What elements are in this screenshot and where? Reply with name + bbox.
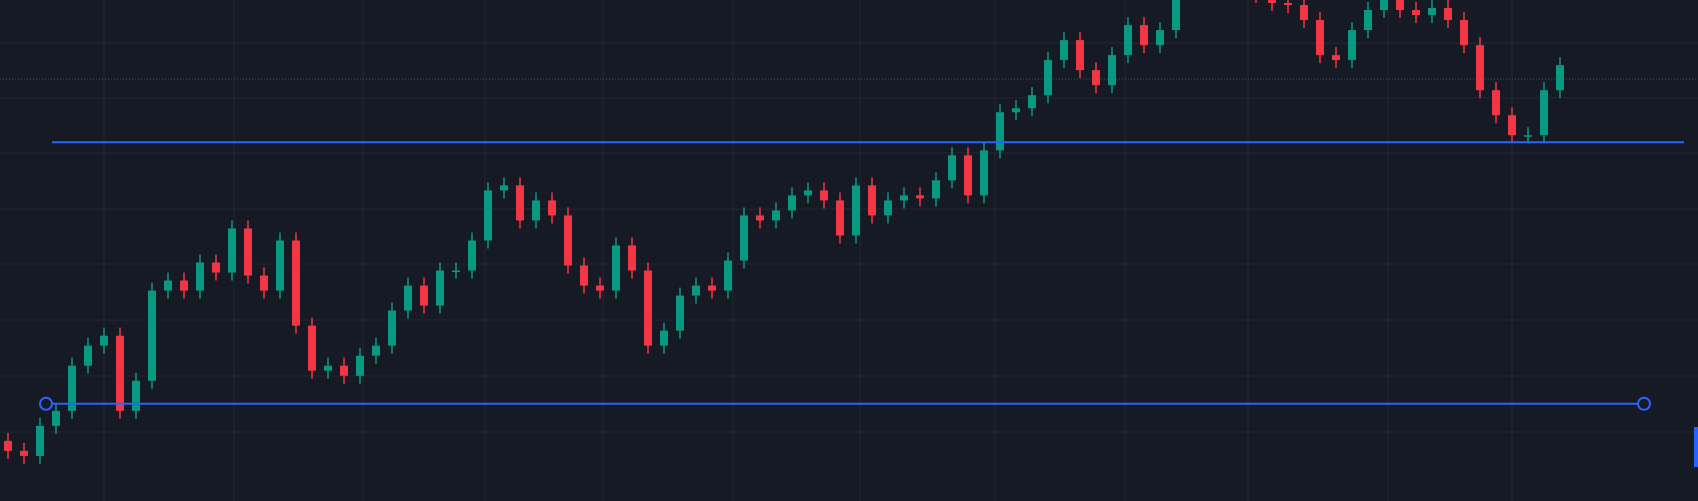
scale-marker <box>1694 427 1698 467</box>
candle-body <box>1060 40 1068 61</box>
candle-body <box>1332 55 1340 61</box>
candle-body <box>1044 60 1052 96</box>
candle-body <box>628 245 636 271</box>
candle-body <box>756 215 764 221</box>
candle-body <box>164 280 172 291</box>
candle-body <box>388 310 396 346</box>
candle-body <box>980 150 988 196</box>
candle-body <box>948 155 956 181</box>
candle-body <box>804 190 812 196</box>
candle-body <box>916 195 924 199</box>
candle-body <box>132 380 140 411</box>
candle-body <box>1412 10 1420 16</box>
candle-body <box>1348 30 1356 61</box>
candle-body <box>484 190 492 241</box>
candle-body <box>404 285 412 311</box>
candle-body <box>1028 95 1036 109</box>
candle-body <box>436 270 444 306</box>
candle-body <box>1540 90 1548 136</box>
candle-body <box>660 330 668 346</box>
candle-body <box>356 355 364 376</box>
candle-body <box>1076 40 1084 71</box>
candle-body <box>612 245 620 291</box>
candle-body <box>596 285 604 291</box>
candle-body <box>1492 90 1500 116</box>
candle-body <box>548 200 556 216</box>
level-handle <box>1637 396 1651 411</box>
candle-body <box>212 262 220 273</box>
candle-body <box>1396 0 1404 11</box>
candle-body <box>468 240 476 271</box>
candle-body <box>900 195 908 201</box>
candle-body <box>996 112 1004 151</box>
candle-body <box>788 195 796 211</box>
candle-body <box>308 325 316 371</box>
candle-body <box>52 410 60 426</box>
candle-body <box>516 185 524 221</box>
candle-body <box>1428 8 1436 16</box>
candle-body <box>292 240 300 326</box>
candle-body <box>420 285 428 306</box>
candle-body <box>1316 20 1324 56</box>
candle-body <box>1012 108 1020 113</box>
candle-body <box>1524 135 1532 137</box>
candle-body <box>276 240 284 291</box>
candle-body <box>1444 8 1452 21</box>
candle-body <box>852 185 860 236</box>
candle-body <box>1460 20 1468 46</box>
candle-body <box>1172 0 1180 31</box>
candle-body <box>708 285 716 291</box>
candle-body <box>932 180 940 199</box>
candle-body <box>372 345 380 356</box>
candle-body <box>1268 0 1276 4</box>
candle-body <box>564 215 572 266</box>
candle-body <box>500 185 508 191</box>
candle-body <box>1364 10 1372 31</box>
candle-body <box>820 190 828 201</box>
candle-body <box>836 200 844 236</box>
candle-body <box>1108 55 1116 86</box>
candle-body <box>260 275 268 291</box>
candle-body <box>36 425 44 456</box>
candle-body <box>692 285 700 296</box>
candle-body <box>740 215 748 261</box>
candle-body <box>724 260 732 291</box>
candle-body <box>1556 65 1564 91</box>
candle-body <box>1300 5 1308 21</box>
candle-body <box>676 295 684 331</box>
candle-body <box>68 365 76 411</box>
candle-body <box>1508 115 1516 136</box>
candle-body <box>1476 45 1484 91</box>
candle-body <box>244 228 252 276</box>
candle-body <box>1284 3 1292 6</box>
candle-body <box>228 228 236 273</box>
candle-body <box>196 262 204 291</box>
candle-body <box>84 345 92 366</box>
candle-body <box>580 265 588 286</box>
candle-body <box>452 270 460 273</box>
level-handle <box>39 396 53 411</box>
candle-body <box>180 280 188 291</box>
candle-body <box>340 365 348 376</box>
candle-body <box>1124 25 1132 56</box>
candle-body <box>644 270 652 346</box>
candle-body <box>1140 25 1148 46</box>
candle-body <box>4 440 12 451</box>
candle-body <box>20 450 28 456</box>
candle-body <box>324 365 332 371</box>
candle-body <box>1380 0 1388 11</box>
candle-body <box>772 210 780 221</box>
candle-body <box>884 200 892 216</box>
candle-body <box>868 185 876 216</box>
candle-body <box>1156 30 1164 46</box>
candle-body <box>964 155 972 196</box>
candle-body <box>148 290 156 381</box>
candle-body <box>100 335 108 346</box>
candle-body <box>1092 70 1100 86</box>
candle-body <box>532 200 540 221</box>
candle-body <box>116 335 124 411</box>
